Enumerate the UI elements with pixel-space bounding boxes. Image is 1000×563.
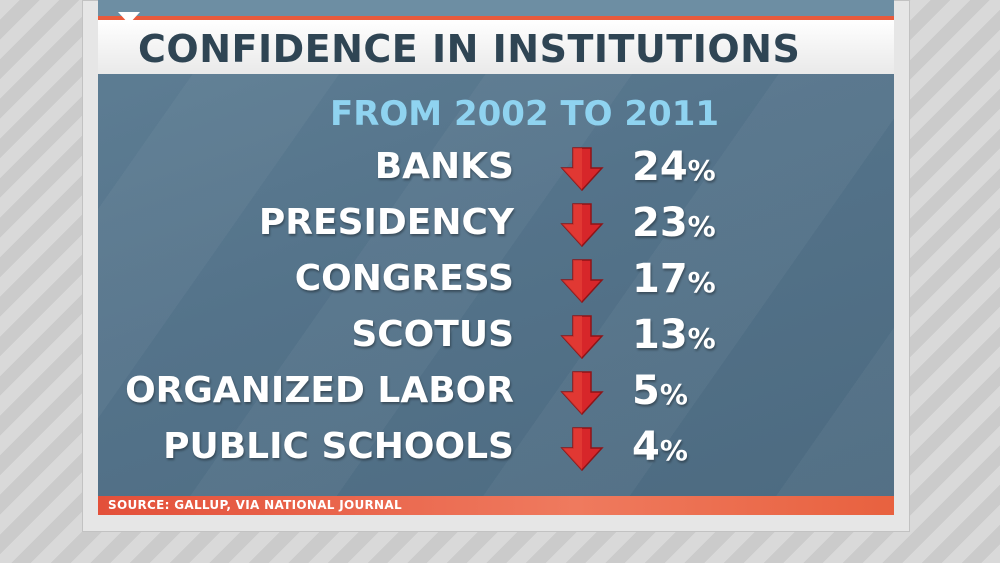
institution-label: BANKS [374,146,514,187]
arrow-down-icon [560,259,604,304]
list-item: PRESIDENCY 23% [98,196,894,252]
arrow-down-icon [560,203,604,248]
percent-value: 24% [632,144,716,190]
percent-value: 17% [632,256,716,302]
top-strip [98,0,894,16]
graphic-board [98,0,894,515]
institution-label: ORGANIZED LABOR [125,370,514,411]
arrow-down-icon [560,147,604,192]
arrow-down-icon [560,315,604,360]
source-bar [98,496,894,515]
page-title: CONFIDENCE IN INSTITUTIONS [138,27,801,71]
list-item: CONGRESS 17% [98,252,894,308]
percent-value: 23% [632,200,716,246]
arrow-down-icon [560,427,604,472]
list-item: PUBLIC SCHOOLS 4% [98,420,894,476]
list-item: BANKS 24% [98,140,894,196]
triangle-marker-icon [118,12,140,24]
list-item: ORGANIZED LABOR 5% [98,364,894,420]
institution-label: SCOTUS [351,314,514,355]
institution-label: CONGRESS [294,258,514,299]
list-item: SCOTUS 13% [98,308,894,364]
percent-value: 5% [632,368,688,414]
institution-label: PRESIDENCY [258,202,514,243]
percent-value: 4% [632,424,688,470]
institution-label: PUBLIC SCHOOLS [163,426,514,467]
title-bar [98,16,894,74]
percent-value: 13% [632,312,716,358]
source-text: SOURCE: GALLUP, VIA NATIONAL JOURNAL [108,498,402,512]
subtitle: FROM 2002 TO 2011 [330,94,720,134]
arrow-down-icon [560,371,604,416]
